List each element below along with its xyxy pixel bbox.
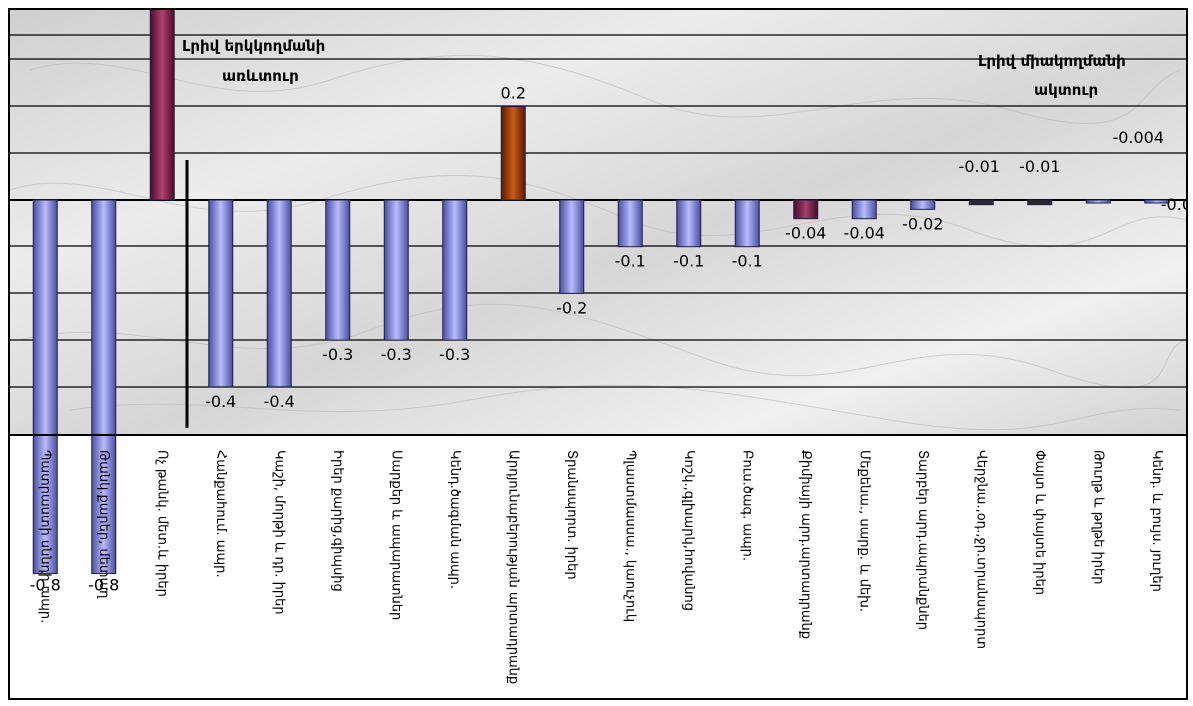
- annotations: Լրիվ երկկողմանի առևտուր Լրիվ միակողմանի …: [182, 37, 1126, 99]
- right-group-annotation-line1: Լրիվ միակողմանի: [978, 52, 1126, 70]
- bar: [910, 199, 936, 210]
- bar: [968, 199, 994, 206]
- data-label: -0.1: [732, 252, 763, 271]
- category-label: Արդյունաբերության արտադրանք: [505, 450, 520, 684]
- bar: [617, 199, 643, 248]
- plot-background: [10, 10, 1186, 434]
- data-label: -0.4: [205, 392, 236, 411]
- category-label: Բուս.ծագ. ապր․: [739, 450, 754, 561]
- grid-lines: [10, 34, 1186, 388]
- data-label: -0.3: [322, 345, 353, 364]
- data-label: 0.2: [501, 84, 526, 103]
- category-label: Կենդ. և բույս. յուղեր: [1149, 450, 1164, 592]
- right-group-annotation-line2: ակտուր: [1034, 81, 1098, 99]
- bar: [383, 199, 409, 341]
- data-label: -0.02: [902, 214, 943, 233]
- bars: [32, 10, 1170, 575]
- data-label: -0.8: [30, 576, 61, 595]
- category-label: Իրեր քարից,գիպսից: [330, 450, 345, 592]
- data-label: -0.3: [381, 345, 412, 364]
- category-label: Կենդ.ծագման ապր․: [447, 450, 462, 589]
- value-labels: -0.8-0.80.7-0.4-0.4-0.3-0.3-0.30.2-0.2-0…: [30, 84, 1186, 595]
- bar: [500, 106, 526, 201]
- chart-frame: -0.8-0.80.7-0.4-0.4-0.3-0.3-0.30.2-0.2-0…: [8, 8, 1188, 700]
- bar: [91, 199, 117, 575]
- bar: [1144, 199, 1170, 204]
- category-label: Փայտ և փայտե իրեր: [1032, 450, 1047, 595]
- data-label: -0.01: [959, 157, 1000, 176]
- data-label: -0.004: [1112, 128, 1164, 147]
- category-label: Թուղթ և թղթե իրեր: [1090, 450, 1105, 585]
- data-label: -0.04: [844, 224, 885, 243]
- data-label: -0.2: [556, 298, 587, 317]
- bar: [1085, 199, 1111, 204]
- category-label: Պատրաստի սննդի ապր․: [37, 450, 52, 624]
- data-label: -0.4: [264, 392, 295, 411]
- bar: [208, 199, 234, 388]
- bar: [793, 199, 819, 220]
- category-labels: Պատրաստի սննդի ապր․ Թանկ.քարեր, մետաղ Ոչ թ…: [37, 450, 1164, 684]
- bar: [32, 199, 58, 575]
- data-label: -0.3: [439, 345, 470, 364]
- category-label: Պլաստմասսա., կաուչուկ: [622, 450, 637, 622]
- data-label: -0.01: [1019, 157, 1060, 176]
- data-label: -0.1: [673, 252, 704, 271]
- data-label: -0.8: [88, 576, 119, 595]
- bar: [1027, 199, 1053, 206]
- category-label: Քիմիայի արդ.արտադրանք: [798, 450, 813, 639]
- category-label: Տարբեր արդ.ապրանքներ: [915, 450, 930, 630]
- category-label: Թանկ.քարեր, մետաղ: [96, 450, 111, 599]
- left-group-annotation-line2: առևտուր: [222, 67, 299, 85]
- category-label: Կոշկ.,գլխարկ,հովանոց: [681, 450, 696, 611]
- data-label: -0.00004: [1161, 195, 1186, 214]
- category-label: Կաշի, մորթի և դր. իրեր: [271, 450, 286, 615]
- category-label: Տրանսպորտ. իրեր: [564, 450, 579, 580]
- data-label: -0.1: [615, 252, 646, 271]
- chart-svg: -0.8-0.80.7-0.4-0.4-0.3-0.3-0.30.2-0.2-0…: [10, 10, 1186, 684]
- bar: [442, 199, 468, 341]
- left-group-annotation-line1: Լրիվ երկկողմանի: [182, 37, 325, 55]
- bar: [851, 199, 877, 220]
- category-label: Հանքահում. ապր․: [213, 450, 228, 578]
- bar: [325, 199, 351, 341]
- bar: [149, 10, 175, 201]
- bar: [559, 199, 585, 294]
- category-label: Ոչ թանկ. մետ.և իրեր: [154, 450, 169, 597]
- category-label: Վերջնա.,օդ.,ջր.տրանսպորտ: [973, 450, 988, 649]
- bar: [676, 199, 702, 248]
- data-label: -0.04: [785, 224, 826, 243]
- category-label: Մեքենա., սարք. և մեխ.: [856, 450, 871, 612]
- bar: [734, 199, 760, 248]
- bar: [266, 199, 292, 388]
- category-label: Սարքեր և ապարատներ: [388, 450, 403, 620]
